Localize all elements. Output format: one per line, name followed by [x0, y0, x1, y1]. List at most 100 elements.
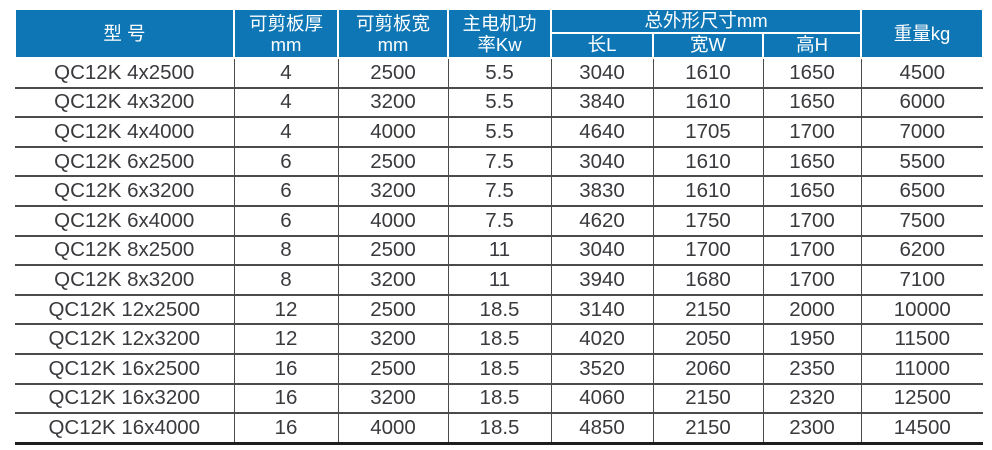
value-cell: 8 — [233, 265, 338, 296]
value-cell: 2350 — [762, 353, 862, 385]
value-cell: 1700 — [762, 265, 862, 296]
value-cell: 1700 — [762, 205, 862, 237]
header-power-line1: 主电机功 — [462, 12, 537, 34]
value-cell: 1750 — [652, 205, 763, 237]
value-cell: 4500 — [860, 58, 984, 89]
value-cell: 5500 — [860, 146, 984, 178]
value-cell: 3200 — [337, 324, 448, 355]
value-cell: 8 — [233, 235, 338, 267]
table-row: QC12K 8x3200 8 3200 11 3940 1680 1700 7100 — [15, 265, 984, 296]
value-cell: 2150 — [652, 413, 763, 445]
model-cell: QC12K 16x3200 — [15, 383, 234, 415]
header-width-line2: mm — [377, 33, 409, 55]
header-row-sub: 长L 宽W 高H — [15, 32, 983, 59]
value-cell: 7.5 — [447, 176, 551, 207]
value-cell: 4620 — [550, 205, 653, 237]
value-cell: 4060 — [550, 383, 653, 415]
value-cell: 2320 — [762, 383, 862, 415]
value-cell: 1650 — [762, 176, 862, 207]
value-cell: 16 — [233, 383, 338, 415]
value-cell: 4 — [233, 58, 338, 89]
value-cell: 3830 — [550, 176, 653, 207]
value-cell: 3040 — [550, 58, 653, 89]
header-power: 主电机功 率Kw — [447, 8, 552, 59]
value-cell: 1705 — [652, 117, 763, 148]
value-cell: 2150 — [652, 383, 763, 415]
model-cell: QC12K 6x3200 — [15, 176, 234, 207]
header-thickness-line1: 可剪板厚 — [248, 12, 323, 34]
table-row: QC12K 4x2500 4 2500 5.5 3040 1610 1650 4500 — [15, 58, 984, 89]
value-cell: 2500 — [337, 146, 448, 178]
table-row: QC12K 16x2500 16 2500 18.5 3520 2060 2350 11000 — [15, 353, 984, 385]
value-cell: 3200 — [337, 383, 448, 415]
value-cell: 1650 — [762, 87, 862, 119]
table-row: QC12K 8x2500 8 2500 11 3040 1700 1700 6200 — [15, 235, 984, 267]
value-cell: 3140 — [550, 294, 653, 326]
value-cell: 18.5 — [447, 353, 551, 385]
table-row: QC12K 6x2500 6 2500 7.5 3040 1610 1650 5500 — [15, 146, 984, 178]
table-header: 型 号 可剪板厚 mm 可剪板宽 mm 主电机功 率Kw 总外形尺寸mm 重量k… — [14, 8, 985, 59]
header-weight-label: 重量kg — [893, 23, 951, 44]
value-cell: 7.5 — [447, 205, 551, 237]
value-cell: 4020 — [550, 324, 653, 355]
value-cell: 1700 — [762, 117, 862, 148]
value-cell: 18.5 — [447, 383, 551, 415]
table-row: QC12K 16x3200 16 3200 18.5 4060 2150 2320 12500 — [15, 383, 984, 415]
model-cell: QC12K 4x4000 — [15, 117, 234, 148]
header-thickness-line2: mm — [270, 33, 302, 55]
model-cell: QC12K 4x3200 — [15, 87, 234, 119]
value-cell: 4640 — [550, 117, 653, 148]
header-power-line2: 率Kw — [477, 33, 522, 55]
table-row: QC12K 16x4000 16 4000 18.5 4850 2150 2300 14500 — [15, 413, 984, 445]
value-cell: 5.5 — [447, 87, 551, 119]
value-cell: 1950 — [762, 324, 862, 355]
model-cell: QC12K 4x2500 — [15, 58, 234, 89]
model-cell: QC12K 8x2500 — [15, 235, 234, 267]
value-cell: 6500 — [860, 176, 984, 207]
table-row: QC12K 4x4000 4 4000 5.5 4640 1705 1700 7000 — [15, 117, 984, 148]
model-cell: QC12K 16x2500 — [15, 353, 234, 385]
value-cell: 6 — [233, 205, 338, 237]
value-cell: 10000 — [860, 294, 984, 326]
value-cell: 3200 — [337, 176, 448, 207]
model-cell: QC12K 12x2500 — [15, 294, 234, 326]
value-cell: 11500 — [860, 324, 984, 355]
value-cell: 3840 — [550, 87, 653, 119]
value-cell: 7000 — [860, 117, 984, 148]
header-dim-length: 长L — [550, 32, 654, 59]
header-row-top: 型 号 可剪板厚 mm 可剪板宽 mm 主电机功 率Kw 总外形尺寸mm 重量k… — [14, 8, 985, 59]
header-thickness: 可剪板厚 mm — [233, 8, 339, 59]
header-width-line1: 可剪板宽 — [355, 12, 430, 34]
model-cell: QC12K 16x4000 — [15, 413, 234, 445]
value-cell: 11 — [447, 235, 551, 267]
spec-table: 型 号 可剪板厚 mm 可剪板宽 mm 主电机功 率Kw 总外形尺寸mm 重量k… — [14, 8, 985, 445]
value-cell: 6200 — [860, 235, 984, 267]
model-cell: QC12K 6x2500 — [15, 146, 234, 178]
value-cell: 12500 — [860, 383, 984, 415]
value-cell: 3520 — [550, 353, 653, 385]
value-cell: 6 — [233, 146, 338, 178]
value-cell: 18.5 — [447, 413, 551, 445]
model-cell: QC12K 6x4000 — [15, 205, 234, 237]
value-cell: 12 — [233, 294, 338, 326]
value-cell: 2500 — [337, 294, 448, 326]
value-cell: 4000 — [337, 117, 448, 148]
value-cell: 3040 — [550, 146, 653, 178]
value-cell: 4850 — [550, 413, 653, 445]
header-dims-group: 总外形尺寸mm — [549, 8, 863, 34]
table-row: QC12K 6x3200 6 3200 7.5 3830 1610 1650 6500 — [15, 176, 984, 207]
value-cell: 18.5 — [447, 324, 551, 355]
value-cell: 1700 — [652, 235, 763, 267]
header-dim-width: 宽W — [652, 32, 764, 59]
header-width: 可剪板宽 mm — [337, 8, 449, 59]
value-cell: 11000 — [860, 353, 984, 385]
value-cell: 14500 — [860, 413, 984, 445]
value-cell: 6 — [233, 176, 338, 207]
value-cell: 1650 — [762, 58, 862, 89]
value-cell: 7100 — [860, 265, 984, 296]
value-cell: 1610 — [652, 58, 763, 89]
spec-table-container: 型 号 可剪板厚 mm 可剪板宽 mm 主电机功 率Kw 总外形尺寸mm 重量k… — [14, 8, 985, 445]
value-cell: 4000 — [337, 413, 448, 445]
value-cell: 1610 — [652, 176, 763, 207]
value-cell: 1610 — [652, 87, 763, 119]
